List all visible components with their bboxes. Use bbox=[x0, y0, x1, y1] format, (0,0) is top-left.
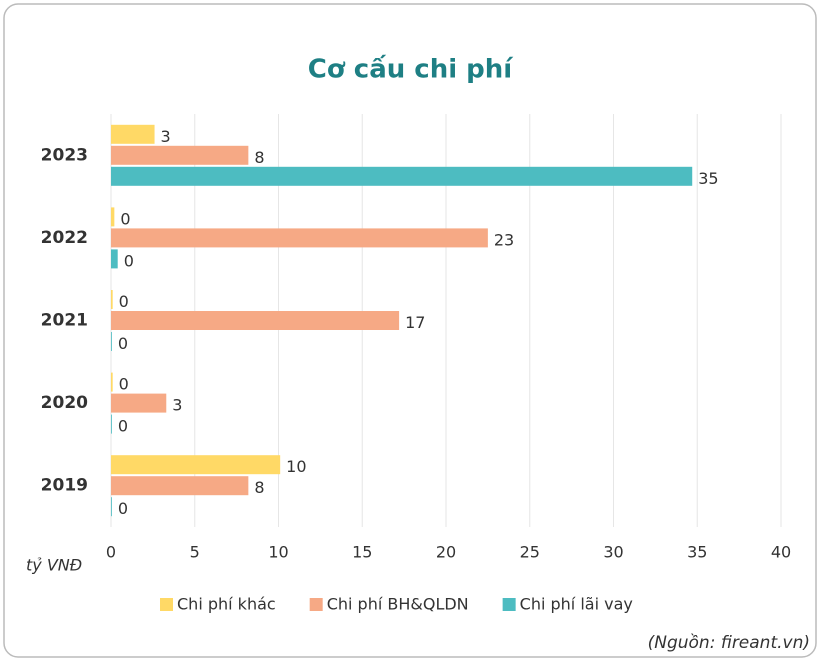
bar bbox=[111, 455, 281, 475]
bar bbox=[111, 124, 155, 144]
x-tick-label: 30 bbox=[603, 543, 623, 562]
bar bbox=[111, 145, 249, 165]
x-tick-label: 10 bbox=[268, 543, 288, 562]
data-label: 0 bbox=[119, 375, 129, 394]
bar bbox=[111, 207, 115, 227]
x-tick-label: 15 bbox=[352, 543, 372, 562]
x-tick-label: 40 bbox=[771, 543, 791, 562]
bar bbox=[111, 393, 167, 413]
y-tick-label: 2019 bbox=[41, 476, 88, 496]
bar bbox=[111, 497, 112, 517]
data-label: 17 bbox=[405, 313, 425, 332]
data-label: 23 bbox=[494, 230, 514, 249]
y-tick-label: 2021 bbox=[41, 311, 88, 331]
source: (Nguồn: fireant.vn) bbox=[648, 632, 810, 653]
legend-swatch bbox=[309, 598, 323, 611]
x-tick-label: 0 bbox=[106, 543, 116, 562]
legend-swatch bbox=[160, 598, 173, 611]
data-label: 0 bbox=[118, 417, 128, 436]
bar bbox=[111, 290, 113, 309]
x-axis-label: tỷ VNĐ bbox=[26, 556, 82, 575]
data-label: 0 bbox=[118, 499, 128, 518]
bar bbox=[111, 414, 112, 434]
y-tick-label: 2022 bbox=[41, 228, 88, 248]
data-label: 8 bbox=[254, 478, 264, 497]
data-label: 0 bbox=[120, 209, 130, 228]
data-label: 35 bbox=[698, 169, 718, 188]
bar bbox=[111, 166, 693, 186]
bar bbox=[111, 476, 249, 496]
data-label: 3 bbox=[161, 127, 171, 146]
bar bbox=[111, 228, 488, 248]
bar bbox=[111, 372, 113, 392]
data-label: 3 bbox=[172, 396, 182, 415]
legend-label: Chi phí lãi vay bbox=[520, 595, 633, 614]
bar bbox=[111, 332, 112, 351]
x-tick-label: 20 bbox=[436, 543, 456, 562]
data-label: 0 bbox=[118, 334, 128, 353]
bar bbox=[111, 249, 118, 269]
data-label: 10 bbox=[286, 457, 306, 476]
bar bbox=[111, 311, 400, 330]
x-tick-label: 35 bbox=[687, 543, 707, 562]
legend-label: Chi phí khác bbox=[177, 595, 276, 614]
legend-label: Chi phí BH&QLDN bbox=[327, 595, 469, 614]
legend-swatch bbox=[502, 598, 516, 611]
x-tick-label: 5 bbox=[190, 543, 200, 562]
chart-title: Cơ cấu chi phí bbox=[308, 54, 515, 85]
data-label: 0 bbox=[119, 292, 129, 311]
y-tick-label: 2020 bbox=[41, 393, 88, 413]
y-tick-label: 2023 bbox=[41, 145, 88, 165]
data-label: 0 bbox=[124, 251, 134, 270]
x-tick-label: 25 bbox=[520, 543, 540, 562]
data-label: 8 bbox=[254, 148, 264, 167]
